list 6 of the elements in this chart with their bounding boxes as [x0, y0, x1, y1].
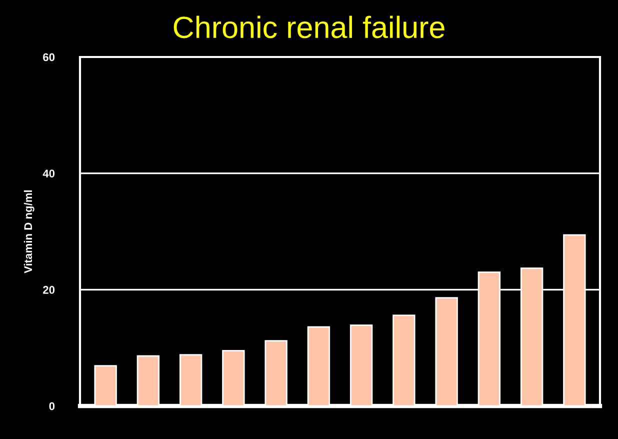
y-tick-label: 60 — [43, 53, 55, 62]
y-tick-label: 0 — [49, 402, 55, 410]
y-axis-title: Vitamin D ng/ml — [24, 190, 34, 274]
chart-title: Chronic renal failure — [174, 16, 444, 38]
y-tick-label: 20 — [43, 286, 55, 294]
y-tick-label: 40 — [42, 170, 55, 178]
